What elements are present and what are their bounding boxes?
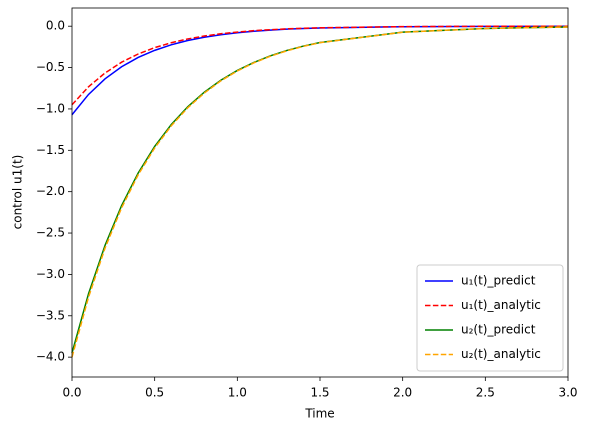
plot-frame xyxy=(71,7,569,378)
x-tick-label: 0.0 xyxy=(62,386,81,400)
x-axis-label: Time xyxy=(304,407,334,421)
series-line xyxy=(71,25,569,106)
y-tick-label: −4.0 xyxy=(36,350,65,364)
y-tick-label: −0.5 xyxy=(36,60,65,74)
x-tick-label: 2.0 xyxy=(393,386,412,400)
legend-label: u₂(t)_predict xyxy=(461,323,536,337)
legend-label: u₂(t)_analytic xyxy=(461,347,541,361)
y-tick-label: −3.0 xyxy=(36,267,65,281)
x-tick-label: 3.0 xyxy=(558,386,577,400)
y-tick-label: −1.5 xyxy=(36,143,65,157)
y-tick-label: −2.5 xyxy=(36,226,65,240)
x-tick-label: 1.0 xyxy=(228,386,247,400)
legend-box xyxy=(416,264,564,372)
y-tick-label: −3.5 xyxy=(36,308,65,322)
y-tick-label: −2.0 xyxy=(36,184,65,198)
y-tick-label: −1.0 xyxy=(36,101,65,115)
x-tick-label: 1.5 xyxy=(310,386,329,400)
x-tick-label: 0.5 xyxy=(145,386,164,400)
x-tick-label: 2.5 xyxy=(476,386,495,400)
series-line xyxy=(71,26,569,358)
y-tick-label: 0.0 xyxy=(46,19,65,33)
y-axis-label: control u1(t) xyxy=(11,155,25,230)
series-line xyxy=(71,25,569,116)
legend-label: u₁(t)_predict xyxy=(461,274,536,288)
legend-label: u₁(t)_analytic xyxy=(461,298,541,312)
